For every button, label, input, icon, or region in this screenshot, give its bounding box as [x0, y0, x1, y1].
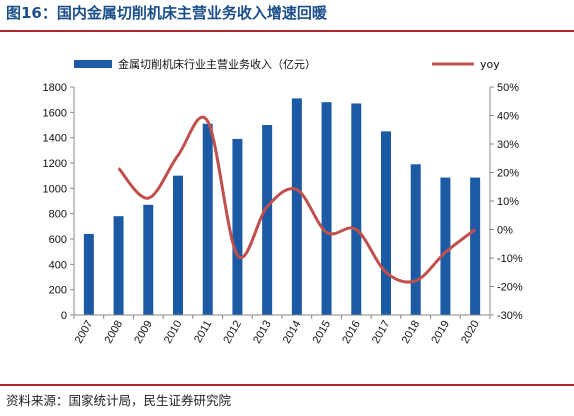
right-tick-label: 10% — [497, 196, 519, 208]
figure-title: 图16：国内金属切削机床主营业务收入增速回暖 — [6, 4, 327, 22]
revenue-bar — [83, 233, 94, 315]
left-tick-label: 800 — [49, 209, 67, 221]
revenue-bar — [143, 204, 154, 315]
x-tick-label: 2014 — [281, 319, 304, 346]
x-tick-label: 2020 — [459, 319, 482, 346]
left-axis: 0 200 400 600 800 1000 1200 1400 1600 1800 — [43, 82, 75, 322]
source-note: 资料来源：国家统计局，民生证券研究院 — [6, 393, 232, 408]
legend: 金属切削机床行业主营业务收入（亿元） yoy — [74, 57, 500, 71]
x-tick-label: 2007 — [73, 319, 96, 346]
chart: 金属切削机床行业主营业务收入（亿元） yoy 0 200 400 600 800 1000 1… — [43, 57, 523, 346]
x-tick-label: 2018 — [400, 319, 423, 346]
right-tick-label: -30% — [497, 310, 523, 322]
x-tick-label: 2019 — [429, 319, 452, 346]
bar-series — [83, 98, 481, 316]
left-tick-label: 1400 — [43, 133, 67, 145]
x-axis: 2007 2008 2009 2010 2011 2012 2013 2014 2015 2016… — [73, 314, 491, 346]
x-tick-label: 2017 — [370, 319, 393, 346]
left-tick-label: 0 — [61, 310, 67, 322]
right-tick-label: 0% — [497, 225, 513, 237]
revenue-bar — [173, 175, 183, 315]
legend-line-label: yoy — [480, 58, 500, 71]
right-tick-label: 30% — [497, 139, 519, 151]
legend-bar-label: 金属切削机床行业主营业务收入（亿元） — [118, 57, 316, 71]
right-tick-label: -10% — [497, 253, 523, 265]
right-tick-label: -20% — [497, 282, 523, 294]
left-tick-label: 600 — [49, 234, 67, 246]
revenue-bar — [410, 164, 421, 315]
revenue-bar — [440, 177, 451, 315]
left-tick-label: 1000 — [43, 183, 67, 195]
x-tick-label: 2010 — [162, 319, 185, 346]
footer-divider — [0, 384, 574, 386]
right-tick-label: 50% — [497, 82, 519, 94]
revenue-bar — [262, 125, 273, 315]
left-tick-label: 1800 — [43, 82, 67, 94]
revenue-bar — [321, 102, 332, 315]
revenue-bar — [351, 103, 362, 315]
yoy-series — [117, 115, 477, 284]
x-tick-label: 2008 — [103, 319, 126, 346]
right-axis: -30% -20% -10% 0% 10% 20% 30% 40% 50% — [489, 82, 523, 322]
x-tick-label: 2009 — [132, 319, 155, 346]
right-tick-label: 20% — [497, 168, 519, 180]
revenue-bar — [291, 98, 302, 316]
revenue-bar — [113, 216, 124, 315]
right-tick-label: 40% — [497, 111, 519, 123]
revenue-bar — [232, 138, 243, 315]
yoy-line — [117, 115, 477, 284]
left-tick-label: 200 — [49, 285, 67, 297]
revenue-bar — [381, 131, 391, 315]
revenue-bar — [202, 123, 213, 315]
x-tick-label: 2016 — [340, 319, 363, 346]
left-tick-label: 1200 — [43, 158, 67, 170]
x-tick-label: 2015 — [311, 319, 334, 346]
left-tick-label: 1600 — [43, 107, 67, 119]
left-tick-label: 400 — [49, 259, 67, 271]
x-tick-label: 2013 — [251, 319, 274, 346]
revenue-bar — [470, 177, 481, 315]
legend-bar-swatch — [74, 60, 112, 68]
title-divider — [0, 30, 574, 32]
x-tick-label: 2011 — [192, 319, 214, 345]
x-tick-label: 2012 — [221, 319, 244, 346]
